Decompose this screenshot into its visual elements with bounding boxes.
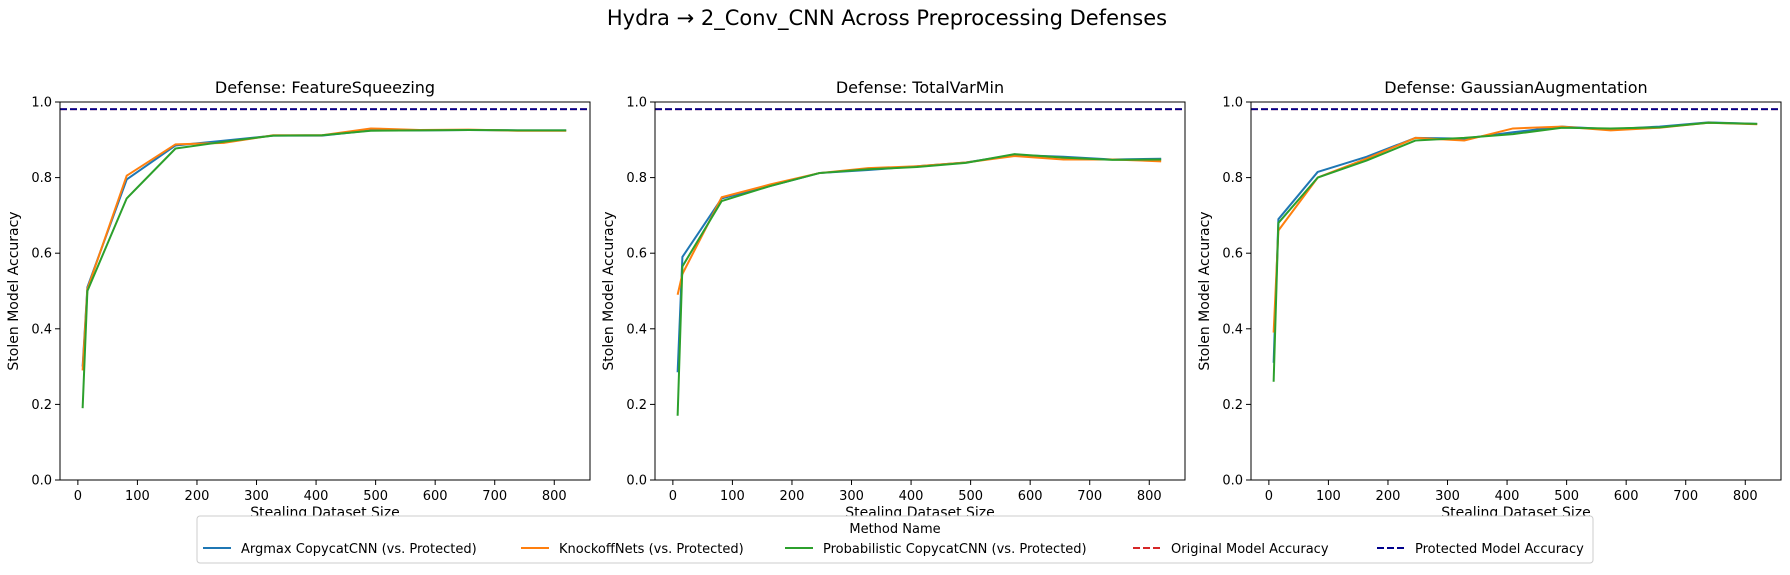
series-line-1	[1272, 121, 1758, 363]
panel-1: Defense: FeatureSqueezing 0 100 200 300 400 50…	[6, 78, 591, 521]
legend-label: Protected Model Accuracy	[1415, 542, 1584, 557]
plot-lines	[60, 108, 590, 409]
x-tick-label: 800	[542, 489, 567, 504]
axes-frame	[654, 101, 1186, 481]
series-line-2	[81, 127, 567, 371]
x-tick-label: 700	[1077, 489, 1102, 504]
axes-frame	[1250, 101, 1782, 481]
x-tick-label: 200	[1376, 489, 1401, 504]
x-tick-label: 600	[1018, 489, 1043, 504]
x-tick-label: 600	[423, 489, 448, 504]
series-line-2	[676, 155, 1162, 296]
legend-entry-1: Argmax CopycatCNN (vs. Protected)	[203, 542, 477, 557]
y-tick-label: 0.0	[626, 474, 647, 489]
x-tick-label: 600	[1614, 489, 1639, 504]
x-tick-label: 0	[669, 489, 677, 504]
series-line-3	[81, 128, 567, 409]
legend-label: Argmax CopycatCNN (vs. Protected)	[241, 542, 477, 557]
series-line-3	[676, 153, 1162, 416]
x-tick-label: 800	[1733, 489, 1758, 504]
x-tick-label: 400	[304, 489, 329, 504]
x-tick-label: 300	[244, 489, 269, 504]
legend-label: Original Model Accuracy	[1171, 542, 1329, 557]
y-tick-label: 0.4	[1222, 322, 1243, 337]
y-tick-label: 0.4	[626, 322, 647, 337]
y-tick-label: 0.4	[31, 322, 52, 337]
legend: Method Name Argmax CopycatCNN (vs. Prote…	[196, 515, 1594, 564]
y-tick-label: 0.8	[626, 171, 647, 186]
series-line-2	[1272, 121, 1758, 333]
x-tick-label: 500	[1554, 489, 1579, 504]
y-tick-label: 0.0	[1222, 474, 1243, 489]
y-tick-label: 0.6	[626, 247, 647, 262]
x-tick-label: 400	[1495, 489, 1520, 504]
legend-entries: Argmax CopycatCNN (vs. Protected) Knockof…	[203, 542, 1584, 557]
y-tick-label: 0.2	[626, 398, 647, 413]
y-axis-label: Stolen Model Accuracy	[1197, 211, 1213, 370]
plot-lines	[1251, 108, 1781, 382]
panels: Defense: FeatureSqueezing 0 100 200 300 400 50…	[6, 78, 1782, 521]
x-tick-label: 500	[363, 489, 388, 504]
panel-title: Defense: GaussianAugmentation	[1384, 78, 1647, 97]
y-tick-label: 0.6	[1222, 247, 1243, 262]
figure-suptitle: Hydra → 2_Conv_CNN Across Preprocessing …	[607, 6, 1167, 31]
legend-title: Method Name	[849, 522, 940, 537]
legend-entry-3: Probabilistic CopycatCNN (vs. Protected)	[785, 542, 1087, 557]
x-tick-label: 100	[720, 489, 745, 504]
legend-entry-5: Protected Model Accuracy	[1377, 542, 1584, 557]
y-tick-label: 0.8	[1222, 171, 1243, 186]
y-tick-label: 0.6	[31, 247, 52, 262]
y-tick-label: 0.2	[31, 398, 52, 413]
legend-label: Probabilistic CopycatCNN (vs. Protected)	[823, 542, 1087, 557]
x-tick-label: 0	[1265, 489, 1273, 504]
x-tick-label: 200	[185, 489, 210, 504]
x-tick-label: 700	[482, 489, 507, 504]
y-tick-label: 1.0	[1222, 96, 1243, 111]
legend-frame	[196, 515, 1594, 564]
panel-3: Defense: GaussianAugmentation 0 100 200 300 4…	[1197, 78, 1782, 521]
x-tick-label: 200	[780, 489, 805, 504]
legend-entry-4: Original Model Accuracy	[1133, 542, 1329, 557]
y-axis-label: Stolen Model Accuracy	[6, 211, 22, 370]
panel-title: Defense: FeatureSqueezing	[215, 78, 435, 97]
x-tick-label: 500	[958, 489, 983, 504]
y-tick-label: 0.0	[31, 474, 52, 489]
x-tick-label: 100	[1316, 489, 1341, 504]
x-tick-label: 800	[1137, 489, 1162, 504]
legend-label: KnockoffNets (vs. Protected)	[559, 542, 744, 557]
series-line-1	[676, 153, 1162, 373]
plot-lines	[655, 108, 1185, 416]
x-tick-label: 100	[125, 489, 150, 504]
y-tick-label: 0.2	[1222, 398, 1243, 413]
x-tick-label: 400	[899, 489, 924, 504]
y-tick-label: 1.0	[31, 96, 52, 111]
x-tick-label: 300	[839, 489, 864, 504]
x-tick-label: 300	[1435, 489, 1460, 504]
x-tick-label: 0	[74, 489, 82, 504]
y-tick-label: 1.0	[626, 96, 647, 111]
y-axis-label: Stolen Model Accuracy	[601, 211, 617, 370]
x-tick-label: 700	[1673, 489, 1698, 504]
series-line-3	[1272, 121, 1758, 382]
panel-title: Defense: TotalVarMin	[836, 78, 1004, 97]
legend-entry-2: KnockoffNets (vs. Protected)	[521, 542, 744, 557]
y-tick-label: 0.8	[31, 171, 52, 186]
axes-frame	[59, 101, 591, 481]
series-line-1	[81, 128, 567, 367]
panel-2: Defense: TotalVarMin 0 100 200 300 400 500 600 7…	[601, 78, 1186, 521]
